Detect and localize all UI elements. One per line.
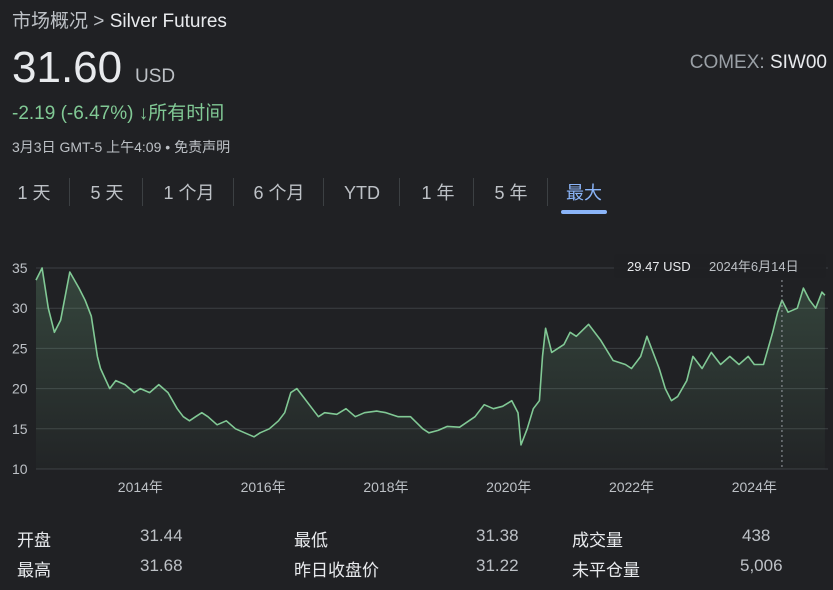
y-axis-ticks: 35 30 25 20 15 10: [12, 260, 28, 477]
open-interest-label: 未平仓量: [572, 561, 640, 580]
currency-label: USD: [135, 66, 176, 87]
tooltip-price: 29.47 USD: [627, 259, 691, 274]
current-price: 31.60: [12, 43, 123, 92]
tab-6-months[interactable]: 6 个月: [253, 183, 305, 203]
breadcrumb-parent-link[interactable]: 市场概况: [12, 11, 89, 32]
breadcrumb-separator: >: [93, 11, 105, 32]
tab-1-year[interactable]: 1 年: [421, 183, 455, 203]
price-line: [35, 267, 826, 446]
x-tick-label: 2024年: [732, 479, 777, 495]
high-value: 31.68: [140, 556, 183, 575]
open-interest-value: 5,006: [740, 556, 783, 575]
change-value: -2.19 (-6.47%): [12, 103, 134, 124]
breadcrumb: 市场概况 > Silver Futures: [12, 6, 227, 33]
price-change: -2.19 (-6.47%) ↓所有时间: [12, 98, 224, 125]
hover-tooltip: 29.47 USD 2024年6月14日: [614, 254, 826, 278]
y-tick-label: 30: [12, 300, 28, 316]
disclaimer-link[interactable]: 免责声明: [174, 139, 231, 155]
y-tick-label: 15: [12, 421, 28, 437]
prev-close-value: 31.22: [476, 556, 519, 575]
x-tick-label: 2014年: [118, 479, 163, 495]
low-value: 31.38: [476, 526, 519, 545]
tab-ytd[interactable]: YTD: [344, 183, 380, 203]
tooltip-date: 2024年6月14日: [709, 259, 799, 274]
tab-max[interactable]: 最大: [561, 176, 607, 214]
x-tick-label: 2016年: [241, 479, 286, 495]
prev-close-label: 昨日收盘价: [294, 561, 379, 580]
tab-1-month[interactable]: 1 个月: [163, 183, 215, 203]
y-tick-label: 20: [12, 381, 28, 397]
active-tab-indicator: [561, 210, 607, 214]
open-label: 开盘: [17, 531, 51, 550]
change-period: 所有时间: [148, 103, 225, 124]
x-tick-label: 2018年: [363, 479, 408, 495]
open-value: 31.44: [140, 526, 183, 545]
x-tick-label: 2020年: [486, 479, 531, 495]
tab-1-day[interactable]: 1 天: [17, 183, 51, 203]
ticker-symbol: SIW00: [769, 52, 827, 73]
y-tick-label: 25: [12, 340, 28, 356]
quote-meta: 3月3日 GMT-5 上午4:09 • 免责声明: [12, 137, 230, 157]
tab-5-years[interactable]: 5 年: [494, 183, 528, 203]
y-tick-label: 35: [12, 260, 28, 276]
quote-timestamp: 3月3日 GMT-5 上午4:09: [12, 139, 162, 155]
exchange-ticker: COMEX: SIW00: [690, 52, 827, 74]
bullet-separator: •: [165, 139, 171, 155]
price-area: [36, 268, 825, 469]
volume-value: 438: [742, 526, 771, 545]
stats-table: 开盘 31.44 最低 31.38 成交量 438 最高 31.68 昨日收盘价…: [0, 520, 833, 590]
x-tick-label: 2022年: [609, 479, 654, 495]
tab-5-days[interactable]: 5 天: [90, 183, 124, 203]
breadcrumb-current: Silver Futures: [109, 11, 227, 32]
y-tick-label: 10: [12, 461, 28, 477]
low-label: 最低: [294, 531, 328, 550]
exchange-label: COMEX:: [689, 52, 765, 73]
high-label: 最高: [17, 561, 51, 580]
volume-label: 成交量: [572, 531, 623, 550]
x-axis-ticks: 2014年 2016年 2018年 2020年 2022年 2024年: [118, 479, 777, 495]
time-range-tabs: 1 天 5 天 1 个月 6 个月 YTD 1 年 5 年 最大: [0, 176, 833, 214]
arrow-down-icon: ↓: [138, 103, 149, 124]
